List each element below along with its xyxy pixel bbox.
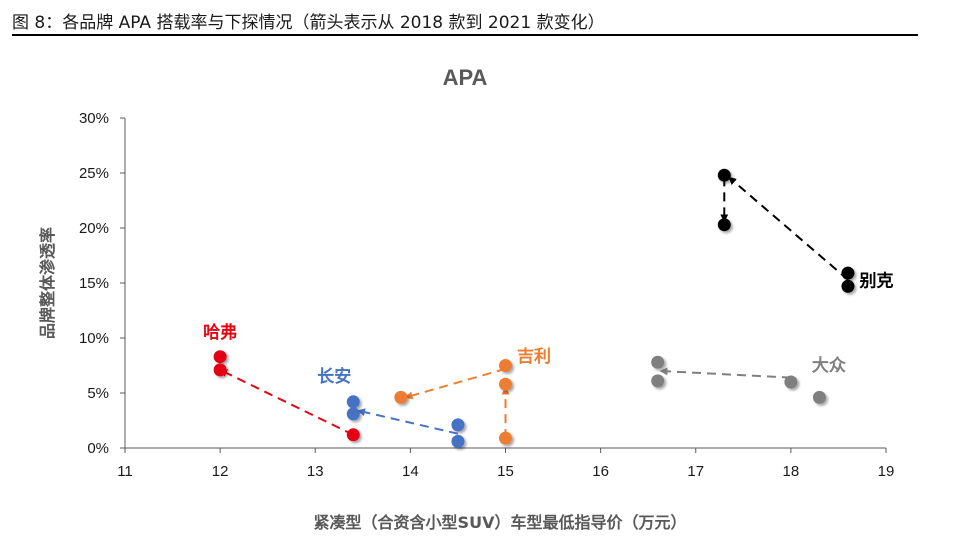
y-axis-label: 品牌整体渗透率 xyxy=(38,227,57,339)
data-point xyxy=(451,418,465,432)
y-tick-label: 30% xyxy=(79,110,109,127)
data-point xyxy=(812,390,826,404)
y-tick-label: 25% xyxy=(79,165,109,182)
data-point xyxy=(717,218,731,232)
y-tick-label: 0% xyxy=(87,440,109,457)
data-point xyxy=(346,428,360,442)
change-arrow xyxy=(357,408,459,435)
arrow-layer xyxy=(219,176,849,439)
series-label: 吉利 xyxy=(517,346,551,367)
change-arrow xyxy=(219,369,354,436)
change-arrow xyxy=(728,176,849,281)
y-axis-ticks: 0% 5% 10% 15% 20% 25% 30% xyxy=(79,110,125,457)
point-layer xyxy=(213,168,855,448)
data-point xyxy=(841,266,855,280)
x-tick-label: 16 xyxy=(592,463,609,480)
data-point xyxy=(651,355,665,369)
x-tick-label: 12 xyxy=(212,463,229,480)
change-arrow xyxy=(404,367,506,400)
data-point xyxy=(651,374,665,388)
x-tick-label: 17 xyxy=(687,463,704,480)
data-point xyxy=(784,375,798,389)
chart-title: APA xyxy=(443,65,488,90)
series-label: 哈弗 xyxy=(203,322,237,343)
data-point xyxy=(499,377,512,391)
data-point xyxy=(346,407,360,421)
y-tick-label: 10% xyxy=(79,330,109,347)
caption-rule xyxy=(12,34,918,36)
data-point xyxy=(213,350,227,364)
x-axis-label: 紧凑型（合资含小型SUV）车型最低指导价（万元） xyxy=(314,513,687,532)
series-label: 大众 xyxy=(812,355,847,376)
x-tick-label: 18 xyxy=(783,463,800,480)
x-tick-label: 14 xyxy=(402,463,419,480)
data-point xyxy=(499,431,512,445)
y-tick-label: 5% xyxy=(87,385,109,402)
y-tick-label: 15% xyxy=(79,275,109,292)
data-point xyxy=(394,390,408,404)
y-tick-label: 20% xyxy=(79,220,109,237)
change-arrow xyxy=(659,367,791,379)
x-tick-label: 11 xyxy=(117,463,133,480)
data-point xyxy=(841,279,855,293)
figure-caption: 图 8：各品牌 APA 搭载率与下探情况（箭头表示从 2018 款到 2021 … xyxy=(12,13,605,33)
data-point xyxy=(451,434,465,448)
data-point xyxy=(213,363,227,377)
series-label: 别克 xyxy=(858,270,893,291)
data-point xyxy=(717,168,731,182)
x-tick-label: 13 xyxy=(307,463,324,480)
x-tick-label: 15 xyxy=(497,463,514,480)
x-tick-label: 19 xyxy=(878,463,895,480)
data-point xyxy=(346,395,360,409)
series-label: 长安 xyxy=(317,366,351,387)
x-axis-ticks: 11 12 13 14 15 16 17 18 19 xyxy=(117,448,894,480)
data-point xyxy=(499,359,512,372)
